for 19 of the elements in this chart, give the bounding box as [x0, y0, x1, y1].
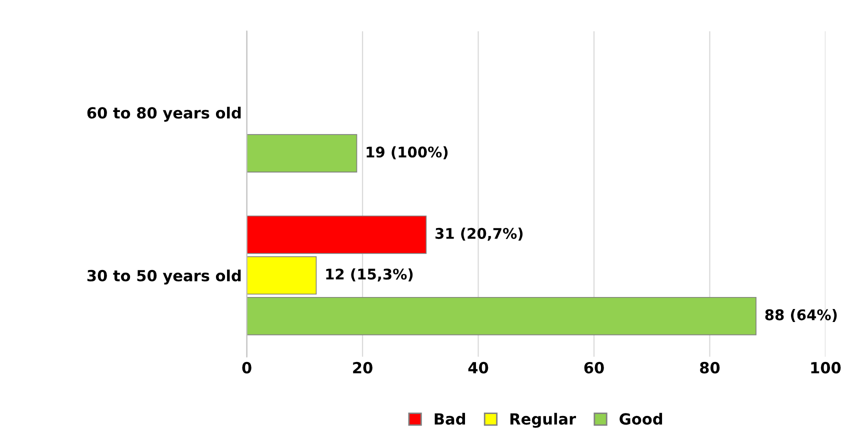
legend-label: Regular: [510, 412, 576, 428]
y-tick-label: 30 to 50 years old: [87, 270, 241, 285]
y-tick-label: 60 to 80 years old: [87, 106, 241, 122]
bar: [246, 216, 427, 254]
data-label: 88 (64%): [765, 309, 837, 322]
x-tick-label: 100: [811, 362, 841, 374]
x-tick-label: 40: [468, 362, 488, 374]
x-tick-label: 80: [700, 362, 720, 374]
x-tick-label: 60: [584, 362, 604, 374]
data-label: 12 (15,3%): [326, 268, 413, 282]
x-tick-label: 0: [242, 362, 252, 374]
legend-label: Bad: [434, 412, 465, 425]
legend-label: Good: [620, 412, 662, 425]
bar: [246, 256, 317, 295]
bar: [246, 134, 358, 172]
data-label: 31 (20,7%): [435, 228, 523, 241]
bar: [246, 296, 756, 336]
data-label: 19 (100%): [366, 146, 448, 160]
x-tick-label: 20: [353, 362, 372, 374]
